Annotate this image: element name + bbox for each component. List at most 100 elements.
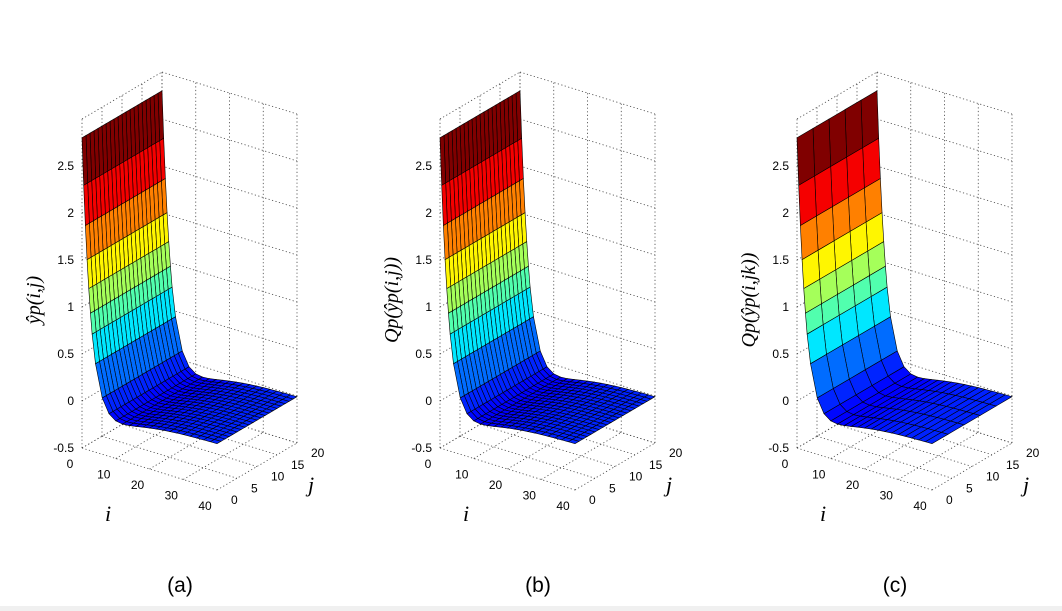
- z-tick-label: 0.5: [415, 347, 432, 361]
- i-tick-label: 0: [425, 457, 432, 471]
- grid-line: [439, 400, 521, 449]
- i-tick-label: 30: [523, 489, 537, 503]
- j-tick-label: 20: [1026, 446, 1040, 460]
- i-tick-label: 40: [198, 499, 212, 513]
- panel-caption: (a): [167, 574, 193, 597]
- z-axis-label: Qp(ŷp(i,jk))Qp(ŷp(i,jk)): [738, 252, 760, 347]
- i-tick-label: 40: [913, 499, 927, 513]
- j-tick-label: 0: [231, 493, 238, 507]
- i-tick-labels: 0 10 20 30 40: [782, 457, 927, 513]
- z-tick-label: 0.5: [57, 347, 74, 361]
- j-tick-label: 15: [291, 458, 305, 472]
- surface-patch: [828, 109, 847, 167]
- grid-line: [574, 442, 656, 491]
- j-tick-labels: 05 10 15 20: [946, 446, 1040, 507]
- z-tick-label: 0: [67, 394, 74, 408]
- z-tick-labels: -0.5 0 0.5 1 1.5 2 2.5: [411, 159, 432, 455]
- grid-line: [931, 442, 1013, 491]
- grid-line: [796, 353, 878, 402]
- grid-line: [541, 432, 622, 480]
- i-tick-label: 30: [165, 489, 179, 503]
- i-tick-label: 30: [880, 489, 894, 503]
- surface-patch: [844, 99, 863, 158]
- j-tick-label: 20: [669, 446, 683, 460]
- grid-line: [864, 421, 945, 470]
- j-tick-label: 10: [629, 470, 643, 484]
- grid-line: [216, 442, 298, 491]
- j-axis-label: j: [1020, 472, 1029, 497]
- z-tick-label: 1.5: [57, 253, 74, 267]
- panel-caption: (b): [525, 574, 551, 597]
- z-tick-label: 2: [425, 206, 432, 220]
- surface-patch: [439, 134, 446, 186]
- z-tick-label: 1: [67, 300, 74, 314]
- j-tick-label: 5: [609, 481, 616, 495]
- grid-line: [796, 400, 878, 449]
- i-tick-label: 20: [846, 478, 860, 492]
- i-axis-label: i: [105, 501, 111, 526]
- grid-line: [830, 411, 911, 459]
- z-tick-label: 0: [782, 394, 789, 408]
- j-tick-label: 20: [311, 446, 325, 460]
- i-tick-label: 0: [782, 457, 789, 471]
- z-axis-label: Qp(ŷp(i,j))Qp(ŷp(i,j)): [381, 257, 403, 343]
- window-bottom-edge: [0, 606, 1062, 611]
- surface-patch: [796, 127, 815, 186]
- i-tick-label: 10: [812, 468, 826, 482]
- i-tick-label: 40: [556, 499, 570, 513]
- i-tick-labels: 0 10 20 30 40: [425, 457, 570, 513]
- j-tick-label: 5: [966, 481, 973, 495]
- i-tick-label: 20: [489, 478, 503, 492]
- j-tick-labels: 05 10 15 20: [589, 446, 683, 507]
- z-tick-label: 2: [67, 206, 74, 220]
- j-tick-label: 15: [649, 458, 663, 472]
- z-tick-label: 2.5: [57, 159, 74, 173]
- j-tick-label: 0: [946, 493, 953, 507]
- grid-line: [796, 71, 878, 120]
- j-tick-label: 0: [589, 493, 596, 507]
- i-tick-label: 10: [97, 468, 111, 482]
- grid-line: [183, 432, 264, 480]
- i-axis-label: i: [463, 501, 469, 526]
- z-tick-labels: -0.5 0 0.5 1 1.5 2 2.5: [53, 159, 74, 455]
- panel-caption: (c): [883, 574, 908, 597]
- grid-line: [473, 411, 554, 459]
- j-axis-label: j: [305, 472, 314, 497]
- grid-line: [81, 353, 163, 402]
- z-tick-label: 2.5: [772, 159, 789, 173]
- j-tick-label: 10: [986, 470, 1000, 484]
- grid-line: [81, 71, 163, 120]
- j-tick-labels: 05 10 15 20: [231, 446, 325, 507]
- surface-patch: [81, 134, 88, 186]
- j-tick-label: 5: [251, 481, 258, 495]
- z-tick-label: -0.5: [768, 441, 789, 455]
- j-axis-label: j: [663, 472, 672, 497]
- z-axis-label: ŷp(i,j)ŷp(i,j): [23, 276, 45, 327]
- i-axis-label: i: [820, 501, 826, 526]
- i-tick-label: 0: [67, 457, 74, 471]
- grid-line: [81, 400, 163, 449]
- z-tick-label: 0.5: [772, 347, 789, 361]
- surface: [796, 90, 1013, 445]
- z-tick-label: 1.5: [772, 253, 789, 267]
- j-tick-label: 10: [271, 470, 285, 484]
- grid-line: [115, 411, 196, 459]
- grid-line: [898, 432, 979, 480]
- surface: [439, 90, 656, 445]
- i-tick-labels: 0 10 20 30 40: [67, 457, 212, 513]
- z-tick-label: 1.5: [415, 253, 432, 267]
- surface-patch: [812, 118, 831, 177]
- z-tick-label: 0: [425, 394, 432, 408]
- z-tick-label: 2.5: [415, 159, 432, 173]
- z-tick-label: -0.5: [411, 441, 432, 455]
- j-tick-label: 15: [1006, 458, 1020, 472]
- z-tick-label: 2: [782, 206, 789, 220]
- z-tick-labels: -0.5 0 0.5 1 1.5 2 2.5: [768, 159, 789, 455]
- grid-line: [507, 421, 588, 470]
- surface: [81, 90, 298, 445]
- z-tick-label: 1: [425, 300, 432, 314]
